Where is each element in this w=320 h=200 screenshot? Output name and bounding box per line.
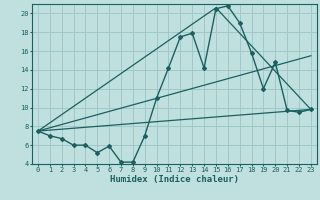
X-axis label: Humidex (Indice chaleur): Humidex (Indice chaleur) [110, 175, 239, 184]
